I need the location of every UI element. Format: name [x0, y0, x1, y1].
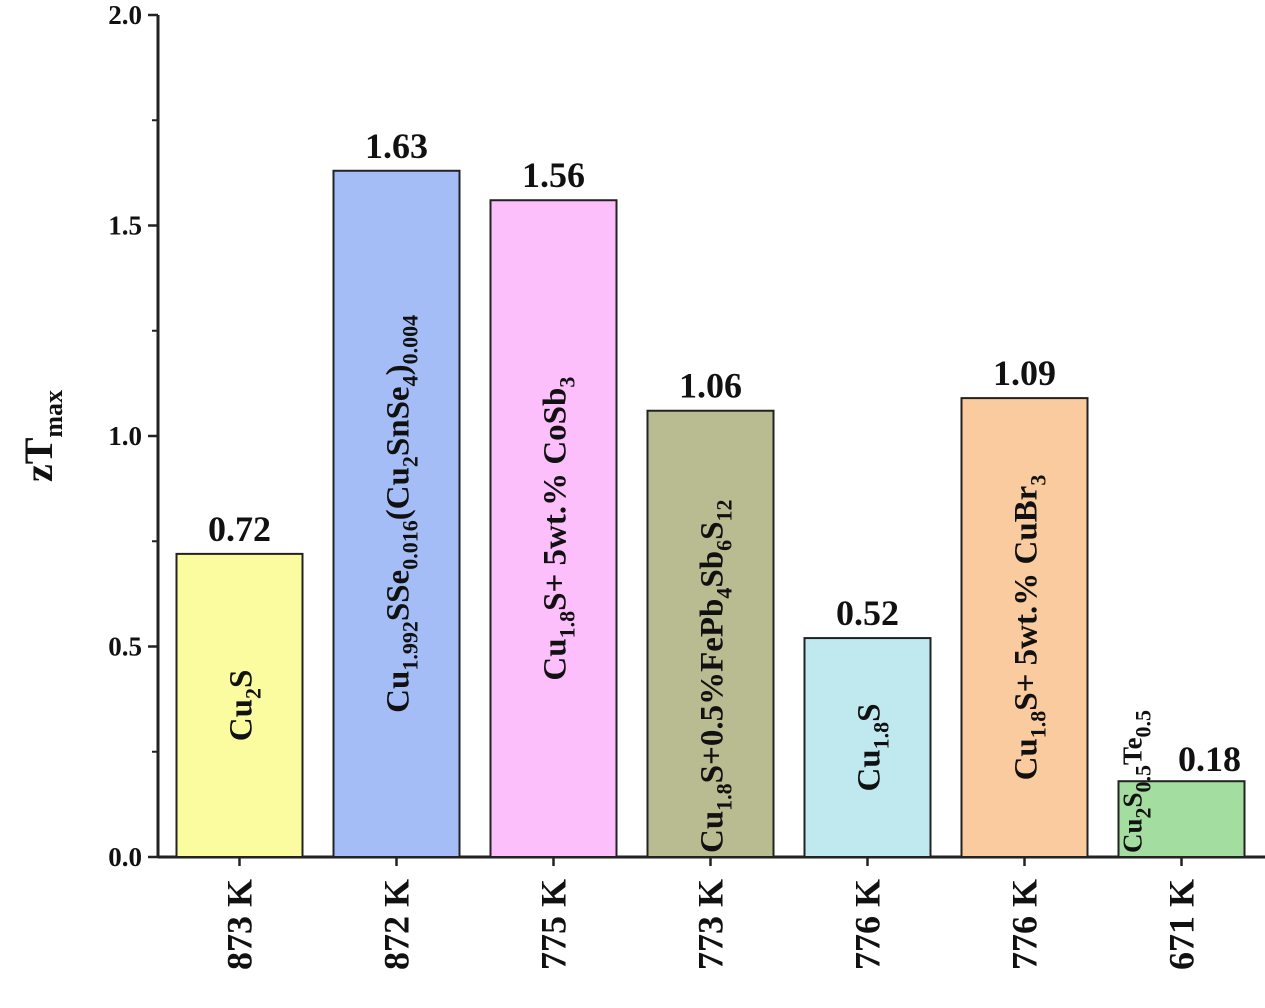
x-category-label: 873 K [220, 879, 260, 970]
bar-material-label: Cu1.8S [852, 704, 894, 792]
x-category-label: 773 K [691, 879, 731, 970]
bar [175, 552, 304, 858]
bar-value-label: 0.52 [836, 593, 899, 633]
y-tick-label: 1.5 [108, 211, 142, 241]
y-tick-label: 2.0 [108, 0, 142, 30]
x-category-label: 775 K [534, 879, 574, 970]
bar-material-label: Cu1.8S+0.5%FePb4Sb6S12 [695, 500, 737, 854]
y-axis-title-sub: max [39, 390, 68, 438]
bar-material-label: Cu1.992SSe0.016(Cu2SnSe4)0.004 [381, 315, 423, 713]
bar-value-label: 1.63 [365, 126, 428, 166]
y-tick-label: 0.0 [108, 842, 142, 872]
x-category-label: 671 K [1162, 879, 1202, 970]
bar-material-label: Cu2S [224, 670, 266, 742]
bar-material-label: Cu1.8S+ 5wt.% CuBr3 [1009, 475, 1051, 781]
bar-value-label: 1.56 [522, 155, 585, 195]
bar [332, 169, 461, 858]
y-axis-title-main: zT [16, 437, 61, 482]
y-tick-label: 0.5 [108, 632, 142, 662]
bar [646, 409, 775, 858]
bar-value-label: 0.72 [208, 509, 271, 549]
y-tick-label: 1.0 [108, 421, 142, 451]
labels: 0.72 873 K Cu2S 1.63 872 K Cu1.992SSe0.016(Cu… [208, 126, 1241, 970]
y-axis-title: zTmax [16, 390, 68, 482]
bar-value-label: 1.09 [993, 353, 1056, 393]
bars [175, 169, 1246, 859]
bar [489, 199, 618, 859]
bar-material-label: Cu2S0.5Te0.5 [1118, 710, 1156, 853]
x-category-label: 776 K [848, 879, 888, 970]
bar [803, 637, 932, 859]
x-category-label: 776 K [1005, 879, 1045, 970]
bar-material-label: Cu1.8S+ 5wt.% CoSb3 [538, 377, 580, 681]
bar-value-label: 1.06 [679, 366, 742, 406]
bar [1117, 780, 1246, 858]
bar [960, 397, 1089, 858]
x-category-label: 872 K [377, 879, 417, 970]
bar-value-label: 0.18 [1178, 739, 1241, 779]
